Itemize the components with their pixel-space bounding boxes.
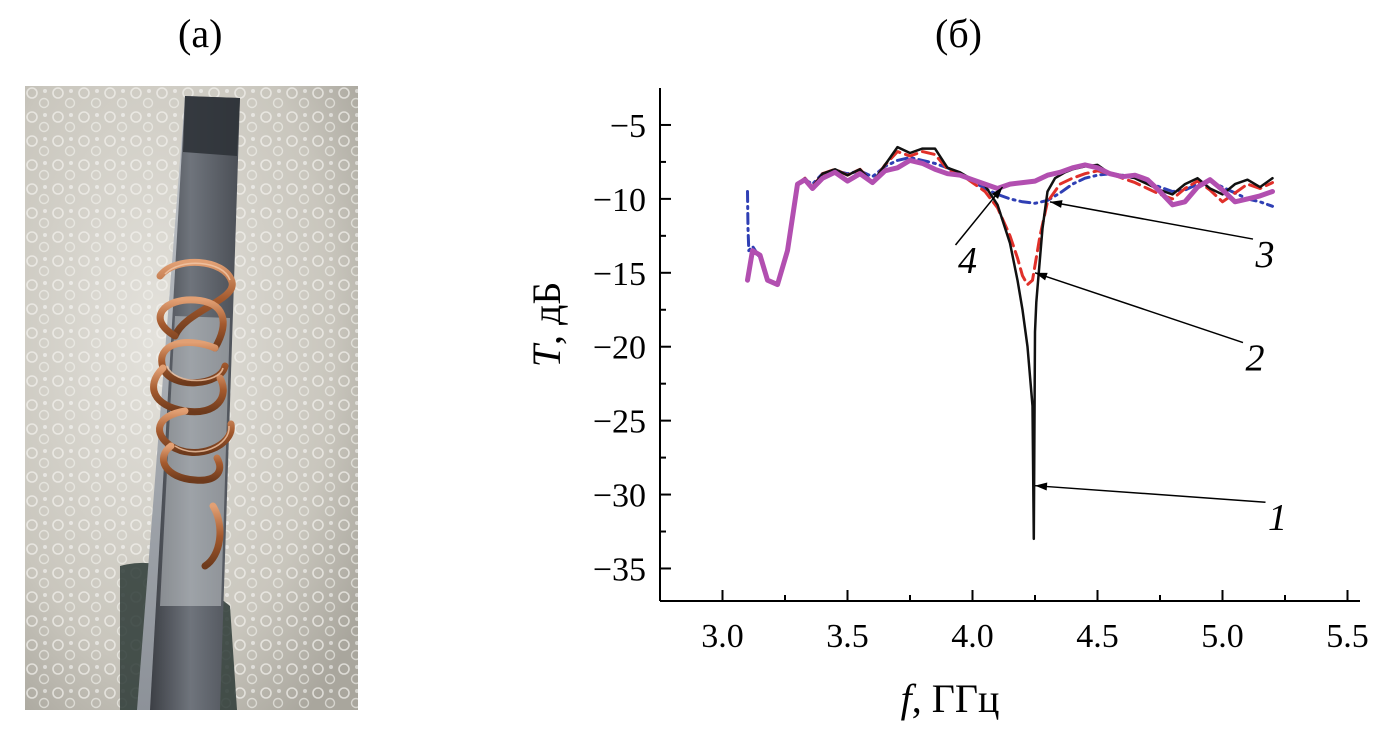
y-axis-label: T, дБ — [524, 282, 569, 368]
annotation-arrowhead-4 — [991, 187, 1003, 199]
annotation-arrow-4 — [954, 186, 1004, 246]
y-tick-label: −25 — [593, 404, 646, 441]
panel-b-label: (б) — [935, 11, 982, 56]
y-tick-label: −5 — [610, 108, 646, 145]
annotation-arrow-2 — [1034, 272, 1244, 344]
series-line-4 — [745, 157, 1275, 288]
panel-a-label: (а) — [178, 11, 223, 56]
y-axis-label-rest: , дБ — [524, 282, 569, 345]
x-tick-label: 3.0 — [701, 618, 744, 655]
coil-shine — [164, 262, 231, 453]
ticks: 3.0 3.5 4.0 4.5 5.0 5.5 −5 −10 −15 −20 −25 −30 −35 — [593, 108, 1369, 655]
x-axis-label-rest: , ГГц — [912, 676, 1000, 721]
x-axis-label: f, ГГц — [901, 676, 1000, 721]
axes — [659, 88, 1360, 602]
photo-ferrite-coil — [25, 86, 358, 710]
series-line-1 — [746, 145, 1274, 541]
y-tick-label: −10 — [593, 182, 646, 219]
series — [745, 145, 1275, 541]
annotation-label-3: 3 — [1255, 234, 1275, 276]
annotations: 1 2 3 4 — [954, 186, 1287, 539]
bar-highlight — [160, 316, 230, 606]
annotation-arrowhead-2 — [1035, 272, 1048, 281]
x-tick-label: 5.0 — [1201, 618, 1244, 655]
y-tick-label: −30 — [593, 478, 646, 515]
copper-coil — [150, 258, 236, 570]
annotation-label-2: 2 — [1246, 338, 1265, 380]
y-tick-label: −20 — [593, 330, 646, 367]
photo-illustration — [25, 86, 358, 710]
y-tick-label: −15 — [593, 256, 646, 293]
x-tick-label: 5.5 — [1326, 618, 1369, 655]
annotation-arrowhead-3 — [1050, 200, 1063, 208]
x-tick-label: 4.0 — [951, 618, 994, 655]
chart-svg: 3.0 3.5 4.0 4.5 5.0 5.5 −5 −10 −15 −20 −25 −30 −35 1… — [524, 88, 1369, 721]
transmission-chart: 3.0 3.5 4.0 4.5 5.0 5.5 −5 −10 −15 −20 −25 −30 −35 1… — [505, 70, 1395, 728]
x-tick-label: 3.5 — [826, 618, 869, 655]
y-axis-label-italic: T — [524, 342, 569, 367]
annotation-arrow-3 — [1049, 201, 1254, 240]
annotation-label-4: 4 — [958, 240, 977, 282]
annotation-arrow-1 — [1034, 484, 1266, 503]
annotation-arrowhead-1 — [1035, 482, 1048, 491]
annotation-label-1: 1 — [1268, 497, 1287, 539]
x-tick-label: 4.5 — [1076, 618, 1119, 655]
ferrite-bar-top — [183, 96, 240, 156]
y-tick-label: −35 — [593, 551, 646, 588]
